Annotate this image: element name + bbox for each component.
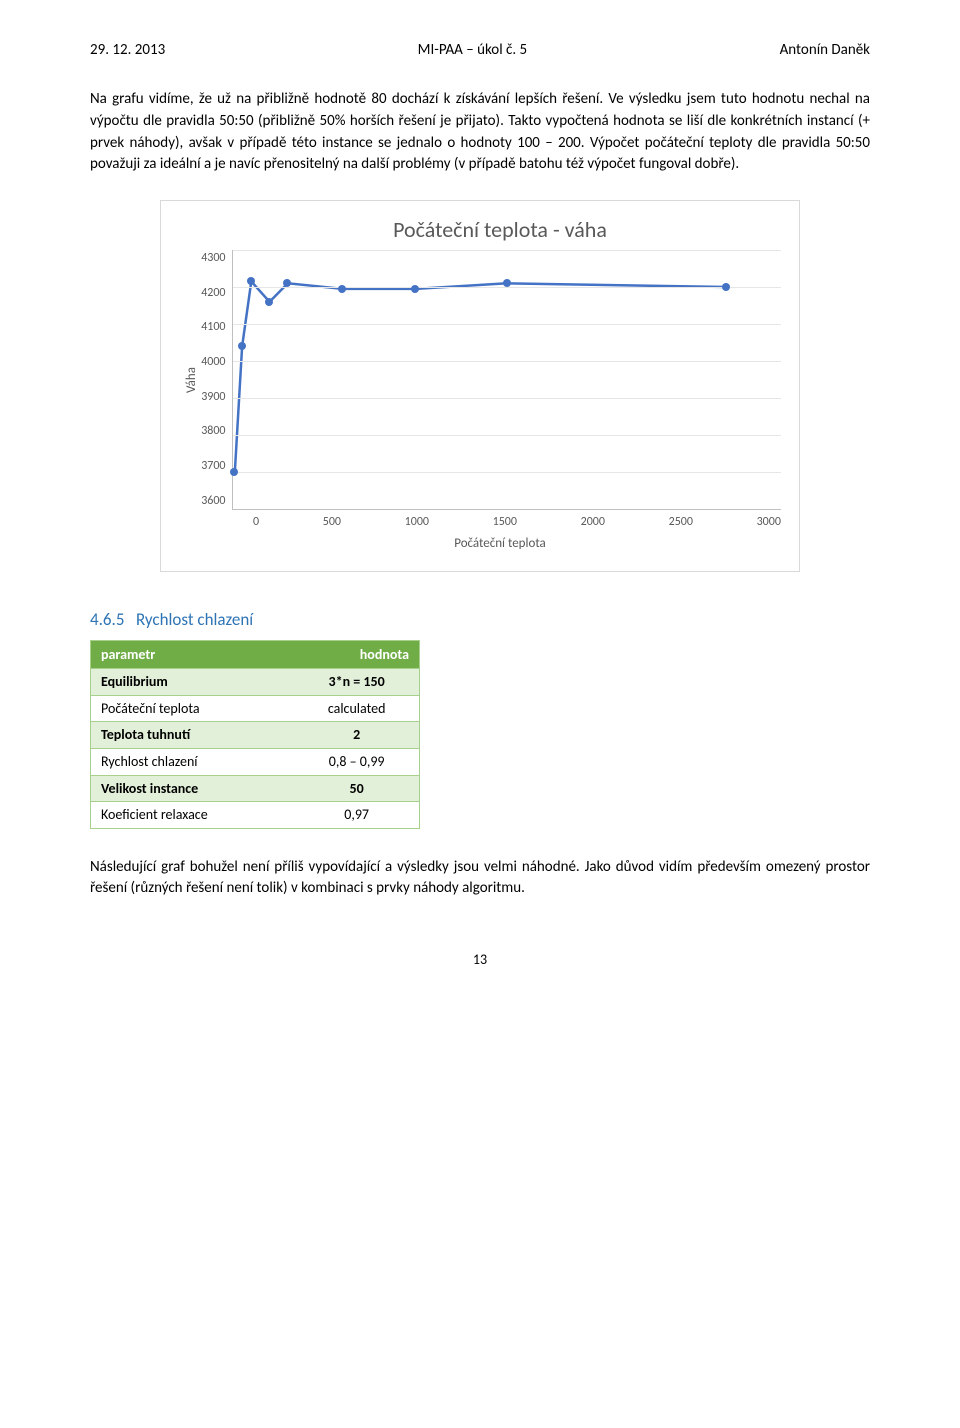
- x-tick: 3000: [757, 514, 781, 531]
- y-axis-ticks: 4300 4200 4100 4000 3900 3800 3700 3600: [201, 250, 231, 510]
- page-header: 29. 12. 2013 MI-PAA – úkol č. 5 Antonín …: [90, 40, 870, 61]
- table-row: Koeficient relaxace0,97: [91, 802, 420, 829]
- y-axis-label: Váha: [179, 250, 201, 510]
- y-tick: 3600: [201, 493, 225, 510]
- gridline: [233, 250, 781, 251]
- chart-plot-area: [232, 250, 781, 510]
- table-cell: Equilibrium: [91, 669, 295, 696]
- y-tick: 3900: [201, 389, 225, 406]
- data-point: [247, 277, 255, 285]
- table-cell: Rychlost chlazení: [91, 748, 295, 775]
- chart-line: [233, 250, 781, 509]
- section-heading: 4.6.5 Rychlost chlazení: [90, 608, 870, 632]
- table-row: Velikost instance50: [91, 775, 420, 802]
- table-cell: 2: [294, 722, 419, 749]
- y-tick: 3800: [201, 423, 225, 440]
- chart-initial-temperature: Počáteční teplota - váha Váha 4300 4200 41…: [160, 200, 800, 572]
- data-point: [411, 285, 419, 293]
- table-row: Equilibrium3*n = 150: [91, 669, 420, 696]
- table-header-cell: hodnota: [294, 640, 419, 669]
- x-axis-ticks: 0 500 1000 1500 2000 2500 3000: [253, 514, 781, 531]
- table-cell: Velikost instance: [91, 775, 295, 802]
- header-date: 29. 12. 2013: [90, 40, 165, 61]
- gridline: [233, 472, 781, 473]
- table-cell: 0,97: [294, 802, 419, 829]
- y-tick: 4200: [201, 285, 225, 302]
- x-tick: 500: [323, 514, 341, 531]
- x-tick: 0: [253, 514, 259, 531]
- x-axis-label: Počáteční teplota: [219, 535, 781, 553]
- header-course: MI-PAA – úkol č. 5: [418, 40, 528, 61]
- table-cell: 3*n = 150: [294, 669, 419, 696]
- x-tick: 1000: [405, 514, 429, 531]
- data-point: [265, 298, 273, 306]
- chart-title: Počáteční teplota - váha: [219, 215, 781, 246]
- parameter-table: parametrhodnotaEquilibrium3*n = 150Počát…: [90, 640, 420, 829]
- section-number: 4.6.5: [90, 609, 124, 630]
- data-point: [503, 279, 511, 287]
- header-author: Antonín Daněk: [780, 40, 870, 61]
- table-row: Počáteční teplotacalculated: [91, 695, 420, 722]
- table-cell: Koeficient relaxace: [91, 802, 295, 829]
- table-cell: 0,8 – 0,99: [294, 748, 419, 775]
- table-row: Rychlost chlazení0,8 – 0,99: [91, 748, 420, 775]
- y-tick: 4100: [201, 319, 225, 336]
- table-header-cell: parametr: [91, 640, 295, 669]
- y-tick: 3700: [201, 458, 225, 475]
- table-cell: 50: [294, 775, 419, 802]
- page-number: 13: [90, 950, 870, 970]
- data-point: [230, 468, 238, 476]
- data-point: [338, 285, 346, 293]
- gridline: [233, 435, 781, 436]
- data-point: [283, 279, 291, 287]
- table-cell: Teplota tuhnutí: [91, 722, 295, 749]
- gridline: [233, 398, 781, 399]
- section-title: Rychlost chlazení: [136, 609, 253, 630]
- gridline: [233, 324, 781, 325]
- paragraph-1: Na grafu vidíme, že už na přibližně hodn…: [90, 89, 870, 176]
- x-tick: 1500: [493, 514, 517, 531]
- data-point: [238, 342, 246, 350]
- y-tick: 4300: [201, 250, 225, 267]
- data-point: [722, 283, 730, 291]
- x-tick: 2000: [581, 514, 605, 531]
- gridline: [233, 361, 781, 362]
- x-tick: 2500: [669, 514, 693, 531]
- y-tick: 4000: [201, 354, 225, 371]
- paragraph-2: Následující graf bohužel není příliš vyp…: [90, 857, 870, 901]
- table-cell: calculated: [294, 695, 419, 722]
- table-cell: Počáteční teplota: [91, 695, 295, 722]
- table-row: Teplota tuhnutí2: [91, 722, 420, 749]
